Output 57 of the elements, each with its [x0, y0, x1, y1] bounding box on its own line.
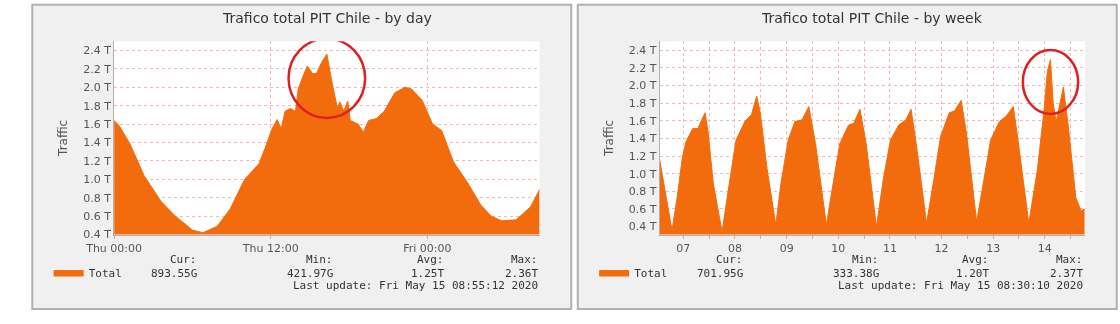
x-tick-label: 14: [1037, 241, 1052, 255]
text: Avg:: [417, 253, 444, 266]
y-tick-label: 0.4 T: [628, 220, 657, 234]
text: Avg:: [962, 253, 989, 266]
x-tick-label: 08: [727, 241, 742, 255]
y-tick-label: 2.2 T: [628, 61, 657, 75]
x-tick-label: 11: [882, 241, 897, 255]
x-tick-label: Fri 00:00: [403, 241, 452, 255]
text: 2.36T: [505, 267, 539, 280]
text: Cur:: [170, 253, 197, 266]
y-tick-label: 0.6 T: [83, 210, 112, 224]
y-tick-label: 1.0 T: [83, 173, 112, 187]
x-tick-label: 07: [676, 241, 691, 255]
x-tick-label: 12: [934, 241, 949, 255]
text: Last update: Fri May 15 08:30:10 2020: [838, 279, 1084, 292]
y-tick-label: 1.8 T: [83, 99, 112, 113]
text: 1.25T: [411, 267, 445, 280]
y-tick-label: 1.4 T: [628, 132, 657, 146]
text: Min:: [852, 253, 879, 266]
text: 421.97G: [287, 267, 334, 280]
legend-label: Total: [88, 266, 122, 280]
text: Max:: [511, 253, 538, 266]
y-tick-label: 2.0 T: [628, 79, 657, 93]
text: 893.55G: [151, 267, 198, 280]
text: 2.37T: [1050, 267, 1084, 280]
y-tick-label: 2.4 T: [628, 43, 657, 57]
x-tick-label: Thu 00:00: [85, 241, 143, 255]
y-tick-label: 2.0 T: [83, 81, 112, 95]
legend-label: Total: [634, 266, 668, 280]
y-tick-label: 1.6 T: [83, 117, 112, 131]
text: Last update: Fri May 15 08:55:12 2020: [293, 279, 539, 292]
text: 333.38G: [833, 267, 880, 280]
y-tick-label: 1.2 T: [628, 149, 657, 163]
y-axis-title: Traffic: [601, 119, 616, 157]
text: 1.20T: [956, 267, 990, 280]
x-tick-label: 13: [986, 241, 1001, 255]
text: 701.95G: [697, 267, 744, 280]
y-axis-title: Traffic: [56, 119, 71, 157]
y-tick-label: 0.6 T: [628, 202, 657, 216]
y-tick-label: 0.4 T: [83, 228, 112, 242]
y-tick-label: 2.4 T: [83, 44, 112, 58]
y-tick-label: 1.6 T: [628, 114, 657, 128]
chart-title: Trafico total PIT Chile - by week: [761, 10, 983, 26]
y-tick-label: 1.4 T: [83, 136, 112, 150]
y-tick-label: 0.8 T: [83, 191, 112, 205]
text: Min:: [306, 253, 333, 266]
chart-title: Trafico total PIT Chile - by day: [222, 10, 432, 26]
x-tick-label: 09: [779, 241, 794, 255]
y-tick-label: 1.8 T: [628, 96, 657, 110]
y-tick-label: 2.2 T: [83, 62, 112, 76]
text: Cur:: [716, 253, 743, 266]
x-tick-label: 10: [831, 241, 846, 255]
y-tick-label: 1.0 T: [628, 167, 657, 181]
y-tick-label: 0.8 T: [628, 185, 657, 199]
text: Max:: [1056, 253, 1083, 266]
x-tick-label: Thu 12:00: [241, 241, 299, 255]
y-tick-label: 1.2 T: [83, 154, 112, 168]
